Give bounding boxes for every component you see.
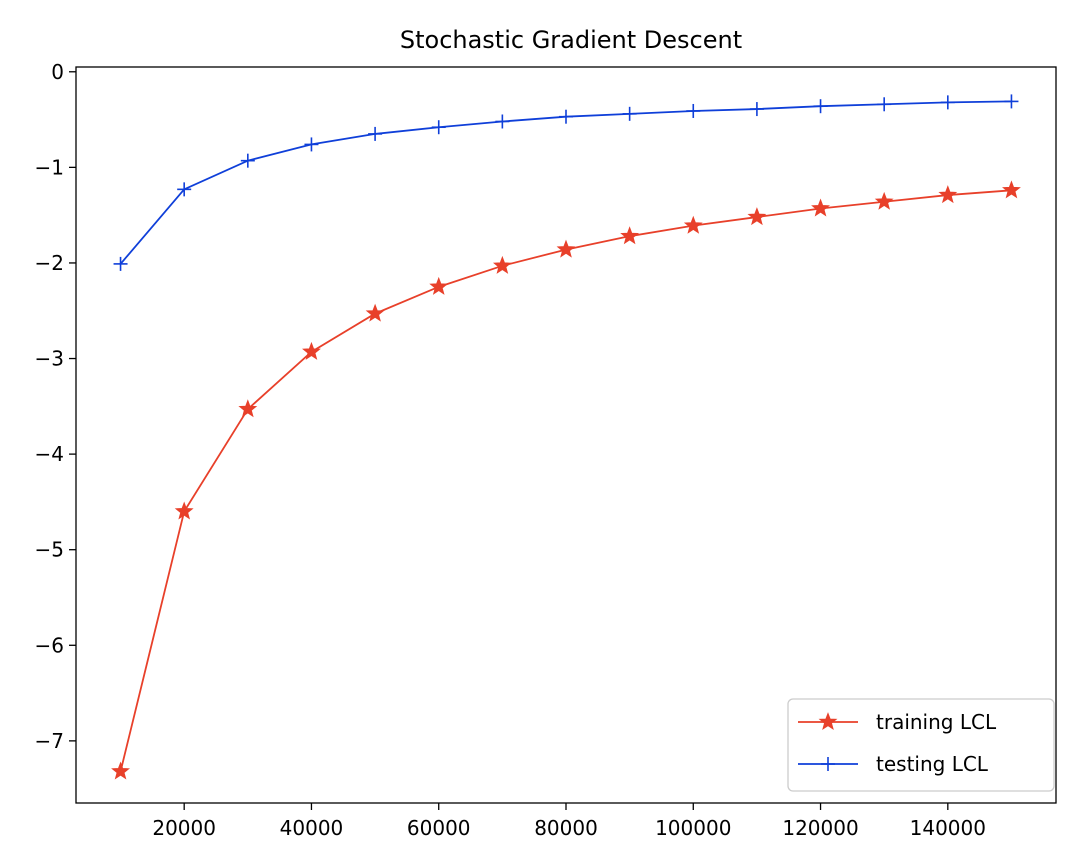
x-tick-label: 40000: [280, 816, 344, 840]
data-point-training-lcl: [683, 215, 703, 234]
data-point-training-lcl: [811, 198, 830, 217]
data-point-testing-lcl: [1004, 94, 1019, 109]
data-point-training-lcl: [492, 255, 512, 274]
y-tick-label: −5: [35, 538, 64, 562]
data-point-training-lcl: [620, 226, 640, 245]
data-point-testing-lcl: [495, 114, 510, 129]
y-tick-label: −1: [35, 155, 64, 179]
y-tick-label: −3: [35, 347, 64, 371]
data-point-testing-lcl: [304, 137, 319, 152]
legend-marker-testing-lcl: [821, 757, 835, 771]
data-point-training-lcl: [238, 399, 258, 418]
data-point-training-lcl: [1002, 180, 1021, 199]
data-point-training-lcl: [556, 239, 576, 258]
y-tick-label: −4: [35, 442, 64, 466]
y-tick-label: −6: [35, 633, 64, 657]
data-point-testing-lcl: [559, 109, 573, 124]
legend-marker-training-lcl: [818, 712, 838, 731]
data-point-testing-lcl: [177, 182, 192, 197]
data-point-testing-lcl: [940, 95, 955, 110]
data-point-testing-lcl: [813, 99, 828, 114]
data-point-testing-lcl: [877, 97, 892, 112]
data-point-training-lcl: [174, 501, 194, 520]
plot-area: 20000 40000 60000 80000 100000 120000 140000 0 −…: [35, 60, 1021, 840]
data-point-training-lcl: [429, 276, 449, 295]
data-point-training-lcl: [874, 191, 894, 210]
data-point-training-lcl: [747, 207, 767, 226]
x-tick-label: 120000: [782, 816, 858, 840]
data-point-training-lcl: [365, 303, 385, 322]
data-point-testing-lcl: [431, 120, 446, 135]
data-point-training-lcl: [111, 761, 130, 780]
y-tick-label: 0: [51, 60, 64, 84]
data-point-testing-lcl: [622, 106, 637, 121]
x-tick-label: 80000: [534, 816, 598, 840]
data-point-testing-lcl: [749, 102, 764, 117]
x-tick-label: 60000: [407, 816, 471, 840]
data-point-training-lcl: [938, 185, 958, 204]
legend: training LCL testing LCL: [787, 698, 1055, 792]
data-point-testing-lcl: [368, 126, 383, 141]
data-point-training-lcl: [302, 341, 321, 360]
data-point-testing-lcl: [240, 153, 255, 168]
y-tick-label: −7: [35, 729, 64, 753]
x-tick-label: 100000: [655, 816, 731, 840]
x-tick-label: 20000: [152, 816, 216, 840]
axes-frame: [75, 66, 1057, 804]
legend-label-testing-lcl: testing LCL: [876, 752, 989, 776]
chart-title: Stochastic Gradient Descent: [400, 26, 742, 54]
legend-label-training-lcl: training LCL: [876, 710, 997, 734]
y-tick-label: −2: [35, 251, 64, 275]
data-point-testing-lcl: [113, 256, 128, 271]
x-tick-label: 140000: [910, 816, 986, 840]
data-point-testing-lcl: [686, 103, 701, 118]
